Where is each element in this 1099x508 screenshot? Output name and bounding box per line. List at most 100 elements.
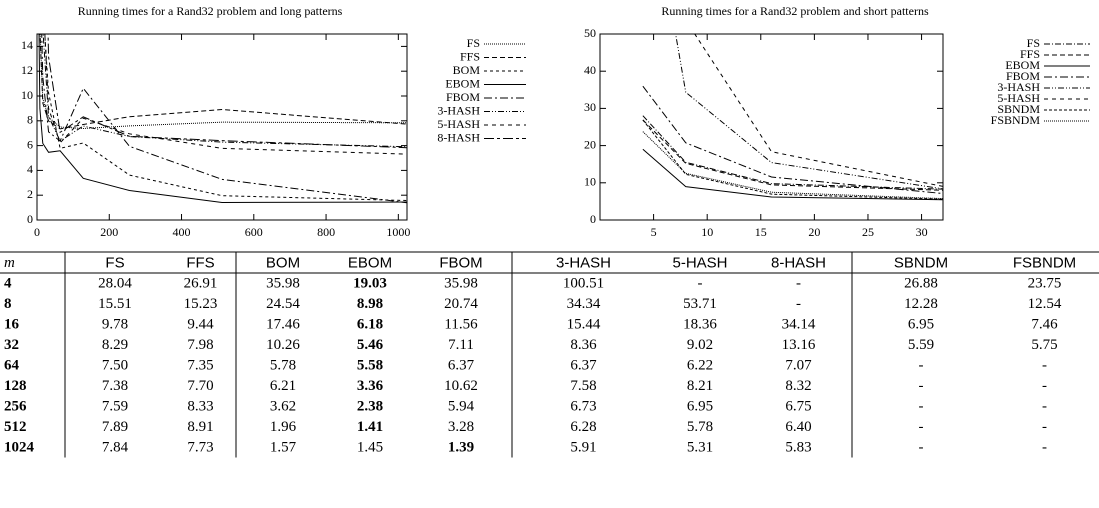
table-cell: 9.78 [102, 317, 128, 333]
table-cell: - [919, 358, 924, 374]
x-tick-label: 200 [100, 225, 118, 239]
column-header: FSBNDM [1013, 254, 1076, 271]
y-tick-label: 14 [21, 38, 33, 52]
legend-label: FFS [460, 49, 480, 63]
table-cell: 18.36 [683, 317, 717, 333]
table-cell: 2.38 [357, 399, 383, 415]
column-header: EBOM [348, 254, 392, 271]
legend-label: 8-HASH [437, 130, 480, 144]
table-cell: 10.26 [266, 337, 300, 353]
data-line [47, 34, 407, 149]
table-cell: 7.11 [448, 337, 474, 353]
legend-label: FBOM [446, 90, 480, 104]
y-tick-label: 20 [584, 137, 596, 151]
table-cell: 6.37 [570, 358, 597, 374]
plot-frame [36, 33, 408, 221]
table-cell: 7.46 [1031, 317, 1058, 333]
row-label: 128 [4, 378, 27, 394]
table-cell: 8.32 [785, 378, 811, 394]
data-line [39, 34, 407, 130]
column-header: m [4, 255, 15, 271]
table-cell: 17.46 [266, 317, 300, 333]
table-cell: 20.74 [444, 296, 478, 312]
table-cell: 100.51 [563, 276, 604, 292]
table-cell: 8.29 [102, 337, 128, 353]
table-cell: - [919, 440, 924, 456]
legend-label: FS [1027, 36, 1040, 50]
data-line [642, 148, 943, 201]
data-line [675, 34, 943, 190]
table-cell: - [1042, 378, 1047, 394]
x-tick-label: 1000 [386, 225, 410, 239]
table-cell: 13.16 [782, 337, 816, 353]
row-label: 8 [4, 296, 12, 312]
y-tick-label: 12 [21, 63, 33, 77]
x-tick-label: 800 [317, 225, 335, 239]
legend-label: EBOM [445, 76, 480, 90]
legend-label: EBOM [1005, 58, 1040, 72]
y-tick-label: 40 [584, 63, 596, 77]
table-cell: 35.98 [266, 276, 300, 292]
table-cell: 7.58 [570, 378, 596, 394]
x-tick-label: 0 [34, 225, 40, 239]
table-cell: 1.57 [270, 440, 297, 456]
table-cell: 5.83 [785, 440, 811, 456]
x-tick-label: 15 [755, 225, 767, 239]
table-cell: - [919, 378, 924, 394]
table-cell: - [919, 399, 924, 415]
y-tick-label: 8 [27, 113, 33, 127]
column-header: FFS [186, 254, 214, 271]
table-cell: 28.04 [98, 276, 132, 292]
y-tick-label: 50 [584, 26, 596, 40]
table-cell: 19.03 [353, 276, 387, 292]
table-cell: - [796, 296, 801, 312]
row-label: 256 [4, 399, 27, 415]
table-cell: 34.14 [782, 317, 816, 333]
legend-label: 5-HASH [997, 91, 1040, 105]
table-cell: 6.73 [570, 399, 596, 415]
table-cell: 12.28 [904, 296, 938, 312]
table-cell: 24.54 [266, 296, 300, 312]
data-line [42, 34, 407, 148]
y-tick-label: 30 [584, 100, 596, 114]
table-cell: 6.95 [687, 399, 713, 415]
data-line [38, 34, 407, 204]
data-line [642, 119, 943, 191]
table-cell: 6.37 [448, 358, 475, 374]
table-cell: 8.33 [187, 399, 213, 415]
table-cell: 5.91 [570, 440, 596, 456]
y-tick-label: 2 [27, 187, 33, 201]
table-cell: 11.56 [444, 317, 478, 333]
x-tick-label: 5 [651, 225, 657, 239]
table-cell: 6.40 [785, 419, 811, 435]
table-cell: 3.62 [270, 399, 296, 415]
table-cell: 7.98 [187, 337, 213, 353]
table-cell: 1.96 [270, 419, 297, 435]
table-cell: 23.75 [1028, 276, 1062, 292]
table-cell: 6.18 [357, 317, 383, 333]
table-cell: 9.44 [187, 317, 214, 333]
table-cell: 5.46 [357, 337, 384, 353]
data-line [39, 34, 407, 129]
data-line [44, 34, 407, 155]
y-tick-label: 10 [584, 175, 596, 189]
table-cell: 7.73 [187, 440, 213, 456]
table-cell: 6.75 [785, 399, 811, 415]
legend-label: FFS [1020, 47, 1040, 61]
table-cell: 6.21 [270, 378, 296, 394]
table-cell: 53.71 [683, 296, 717, 312]
table-cell: 7.89 [102, 419, 128, 435]
table-cell: 5.78 [270, 358, 296, 374]
table-cell: 5.58 [357, 358, 383, 374]
y-tick-label: 4 [27, 162, 33, 176]
table-cell: 35.98 [444, 276, 478, 292]
table-cell: 10.62 [444, 378, 478, 394]
table-cell: 7.84 [102, 440, 129, 456]
table-cell: 9.02 [687, 337, 713, 353]
table-cell: 7.07 [785, 358, 812, 374]
chart-title: Running times for a Rand32 problem and s… [661, 4, 929, 18]
x-tick-label: 20 [808, 225, 820, 239]
table-cell: 7.59 [102, 399, 128, 415]
table-cell: 26.88 [904, 276, 938, 292]
